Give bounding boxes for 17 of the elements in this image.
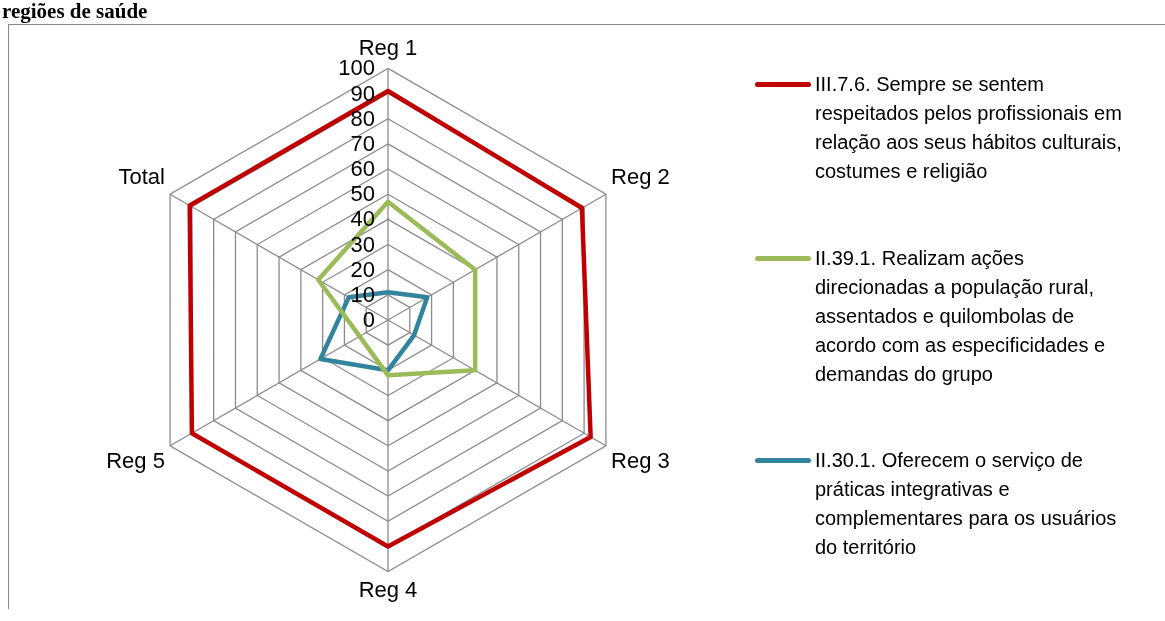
spoke-label: Reg 2 xyxy=(611,164,670,190)
spoke-label: Reg 3 xyxy=(611,448,670,474)
spoke-label: Total xyxy=(118,164,165,190)
y-tick-label: 20 xyxy=(350,256,375,282)
y-tick-label: 70 xyxy=(350,130,375,156)
legend-label: II.39.1. Realizam ações direcionadas a população rural, assentados e quilombolas de acordo com as especificidades e demandas do grupo xyxy=(815,246,1106,385)
y-tick-label: 50 xyxy=(350,181,375,207)
chart-title: regiões de saúde xyxy=(2,0,148,23)
y-tick-label: 60 xyxy=(350,156,375,182)
y-tick-label: 80 xyxy=(350,105,375,131)
spoke-label: Reg 4 xyxy=(358,576,418,602)
y-tick-label: 90 xyxy=(350,80,375,106)
y-tick-label: 0 xyxy=(362,307,375,333)
spoke-label: Reg 5 xyxy=(106,448,165,474)
legend-label: III.7.6. Sempre se sentem respeitados pelos profissionais em relação aos seus hábitos culturais, costumes e religião xyxy=(815,73,1122,182)
legend-label: II.30.1. Oferecem o serviço de práticas integrativas e complementares para os usuários do território xyxy=(815,449,1117,558)
y-tick-label: 30 xyxy=(350,231,375,257)
